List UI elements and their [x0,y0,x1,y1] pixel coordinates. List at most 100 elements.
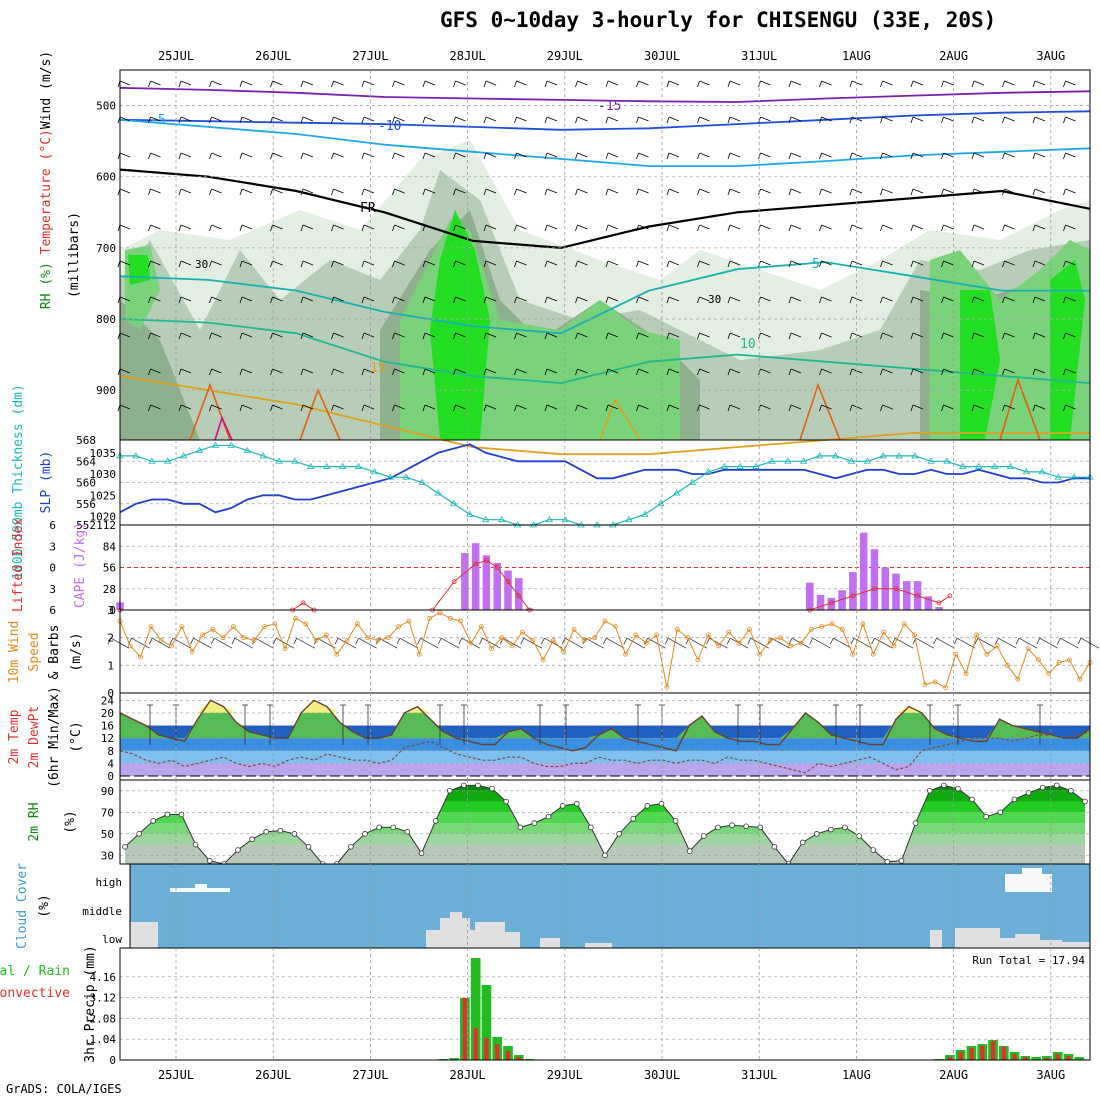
barb-staff [638,296,649,302]
thickness-marker [561,515,569,523]
wind10m-marker [334,651,340,657]
barb-flag [727,188,731,196]
barb-flag [880,404,883,412]
wind-barb [270,296,283,304]
barb-staff [272,80,283,86]
wind10m-marker [303,621,309,627]
wind-barb [300,80,314,88]
wind-barb [697,404,710,412]
thickness-marker [911,452,919,459]
wind10m-barb [231,637,254,649]
barb-staff [211,224,222,230]
warm-contour [599,398,641,441]
temp-ylabel-1: 2m Temp [7,709,22,764]
cloud-background [130,864,1090,948]
barb-flag [1063,332,1066,340]
barb-flag [270,152,273,160]
wind10m-barb [809,637,831,649]
temp-contour-label: -5 [150,113,166,128]
barb-staff [821,116,832,122]
wind-barb [453,260,466,268]
wind10m-marker [633,632,639,638]
wind-barb [910,296,924,304]
temp-ylabel-2: 2m DewPt [27,706,42,769]
barb-flag [1002,404,1005,412]
wind-barb [575,188,588,196]
rh2m-marker [418,850,425,857]
barb-flag [697,296,700,304]
rh2m-marker [136,831,142,837]
wind-barb [788,404,802,412]
wind-barb [1032,368,1046,376]
barb-staff [302,260,314,266]
barb-staff [119,404,131,410]
barb-flag [910,296,914,304]
wind-barb [849,332,863,340]
barb-flag [514,224,517,232]
wind-barb [178,404,192,412]
wind10m-barb [1057,637,1079,649]
barb-flag [1002,224,1005,232]
wind10m-marker [1056,660,1062,665]
wind10m-barb [293,637,315,649]
wind10m-marker [127,643,133,649]
wind-ylabel-1: 10m Wind [7,621,22,684]
wind-barb [1002,404,1015,412]
wind10m-marker [943,685,948,690]
barb-staff [729,116,741,122]
thickness-marker [879,452,887,459]
wind10m-marker [726,629,732,635]
thickness-marker [163,457,172,464]
rh2m-marker [235,847,241,853]
barb-staff [180,80,192,86]
wind-barb [941,332,954,340]
barb-staff [333,224,344,230]
barb-staff [516,296,527,302]
barb-staff [912,260,924,266]
wind-barb [544,368,558,376]
barb-staff [729,152,741,158]
wind10m-barb [169,637,192,649]
wind-barb [422,152,436,160]
rh2m-marker [715,824,721,831]
barb-flag [453,260,456,268]
barb-flag [941,368,944,376]
wind-barb [483,296,497,304]
cloud-ylabel-2-text: (%) [37,894,52,917]
wind-barb [727,80,741,88]
wind-barb [422,260,436,268]
thickness-tick: 568 [76,434,96,447]
barb-flag [1002,80,1005,88]
barb-staff [790,116,802,122]
barb-staff [668,368,680,374]
precip-convective-bar [1055,1054,1060,1060]
thickness-marker [943,457,951,464]
precip-total-bar [470,958,481,1060]
barb-staff [790,296,802,302]
barb-staff [150,332,161,338]
barb-staff [441,637,460,649]
wind-barb [1063,404,1076,412]
lifted-index-marker [300,600,306,606]
barb-staff [1004,188,1015,194]
barb-flag [178,332,182,340]
wind10m-marker [293,615,298,621]
label-part [39,254,54,262]
rh2m-marker [1082,798,1088,805]
barb-staff [577,152,588,158]
wind-barb [1063,296,1076,304]
wind10m-marker [623,651,629,657]
wind10m-barb [582,637,604,649]
barb-flag [849,404,853,412]
barb-staff [424,260,436,266]
barb-staff [638,368,649,374]
barb-flag [605,152,609,160]
barb-staff [302,80,314,86]
barb-flag [148,116,151,124]
wind-tick: 2 [107,632,114,645]
barb-flag [453,80,456,88]
barb-staff [668,152,680,158]
rh2m-marker [983,813,989,820]
barb-staff [302,152,314,158]
barb-staff [577,188,588,194]
